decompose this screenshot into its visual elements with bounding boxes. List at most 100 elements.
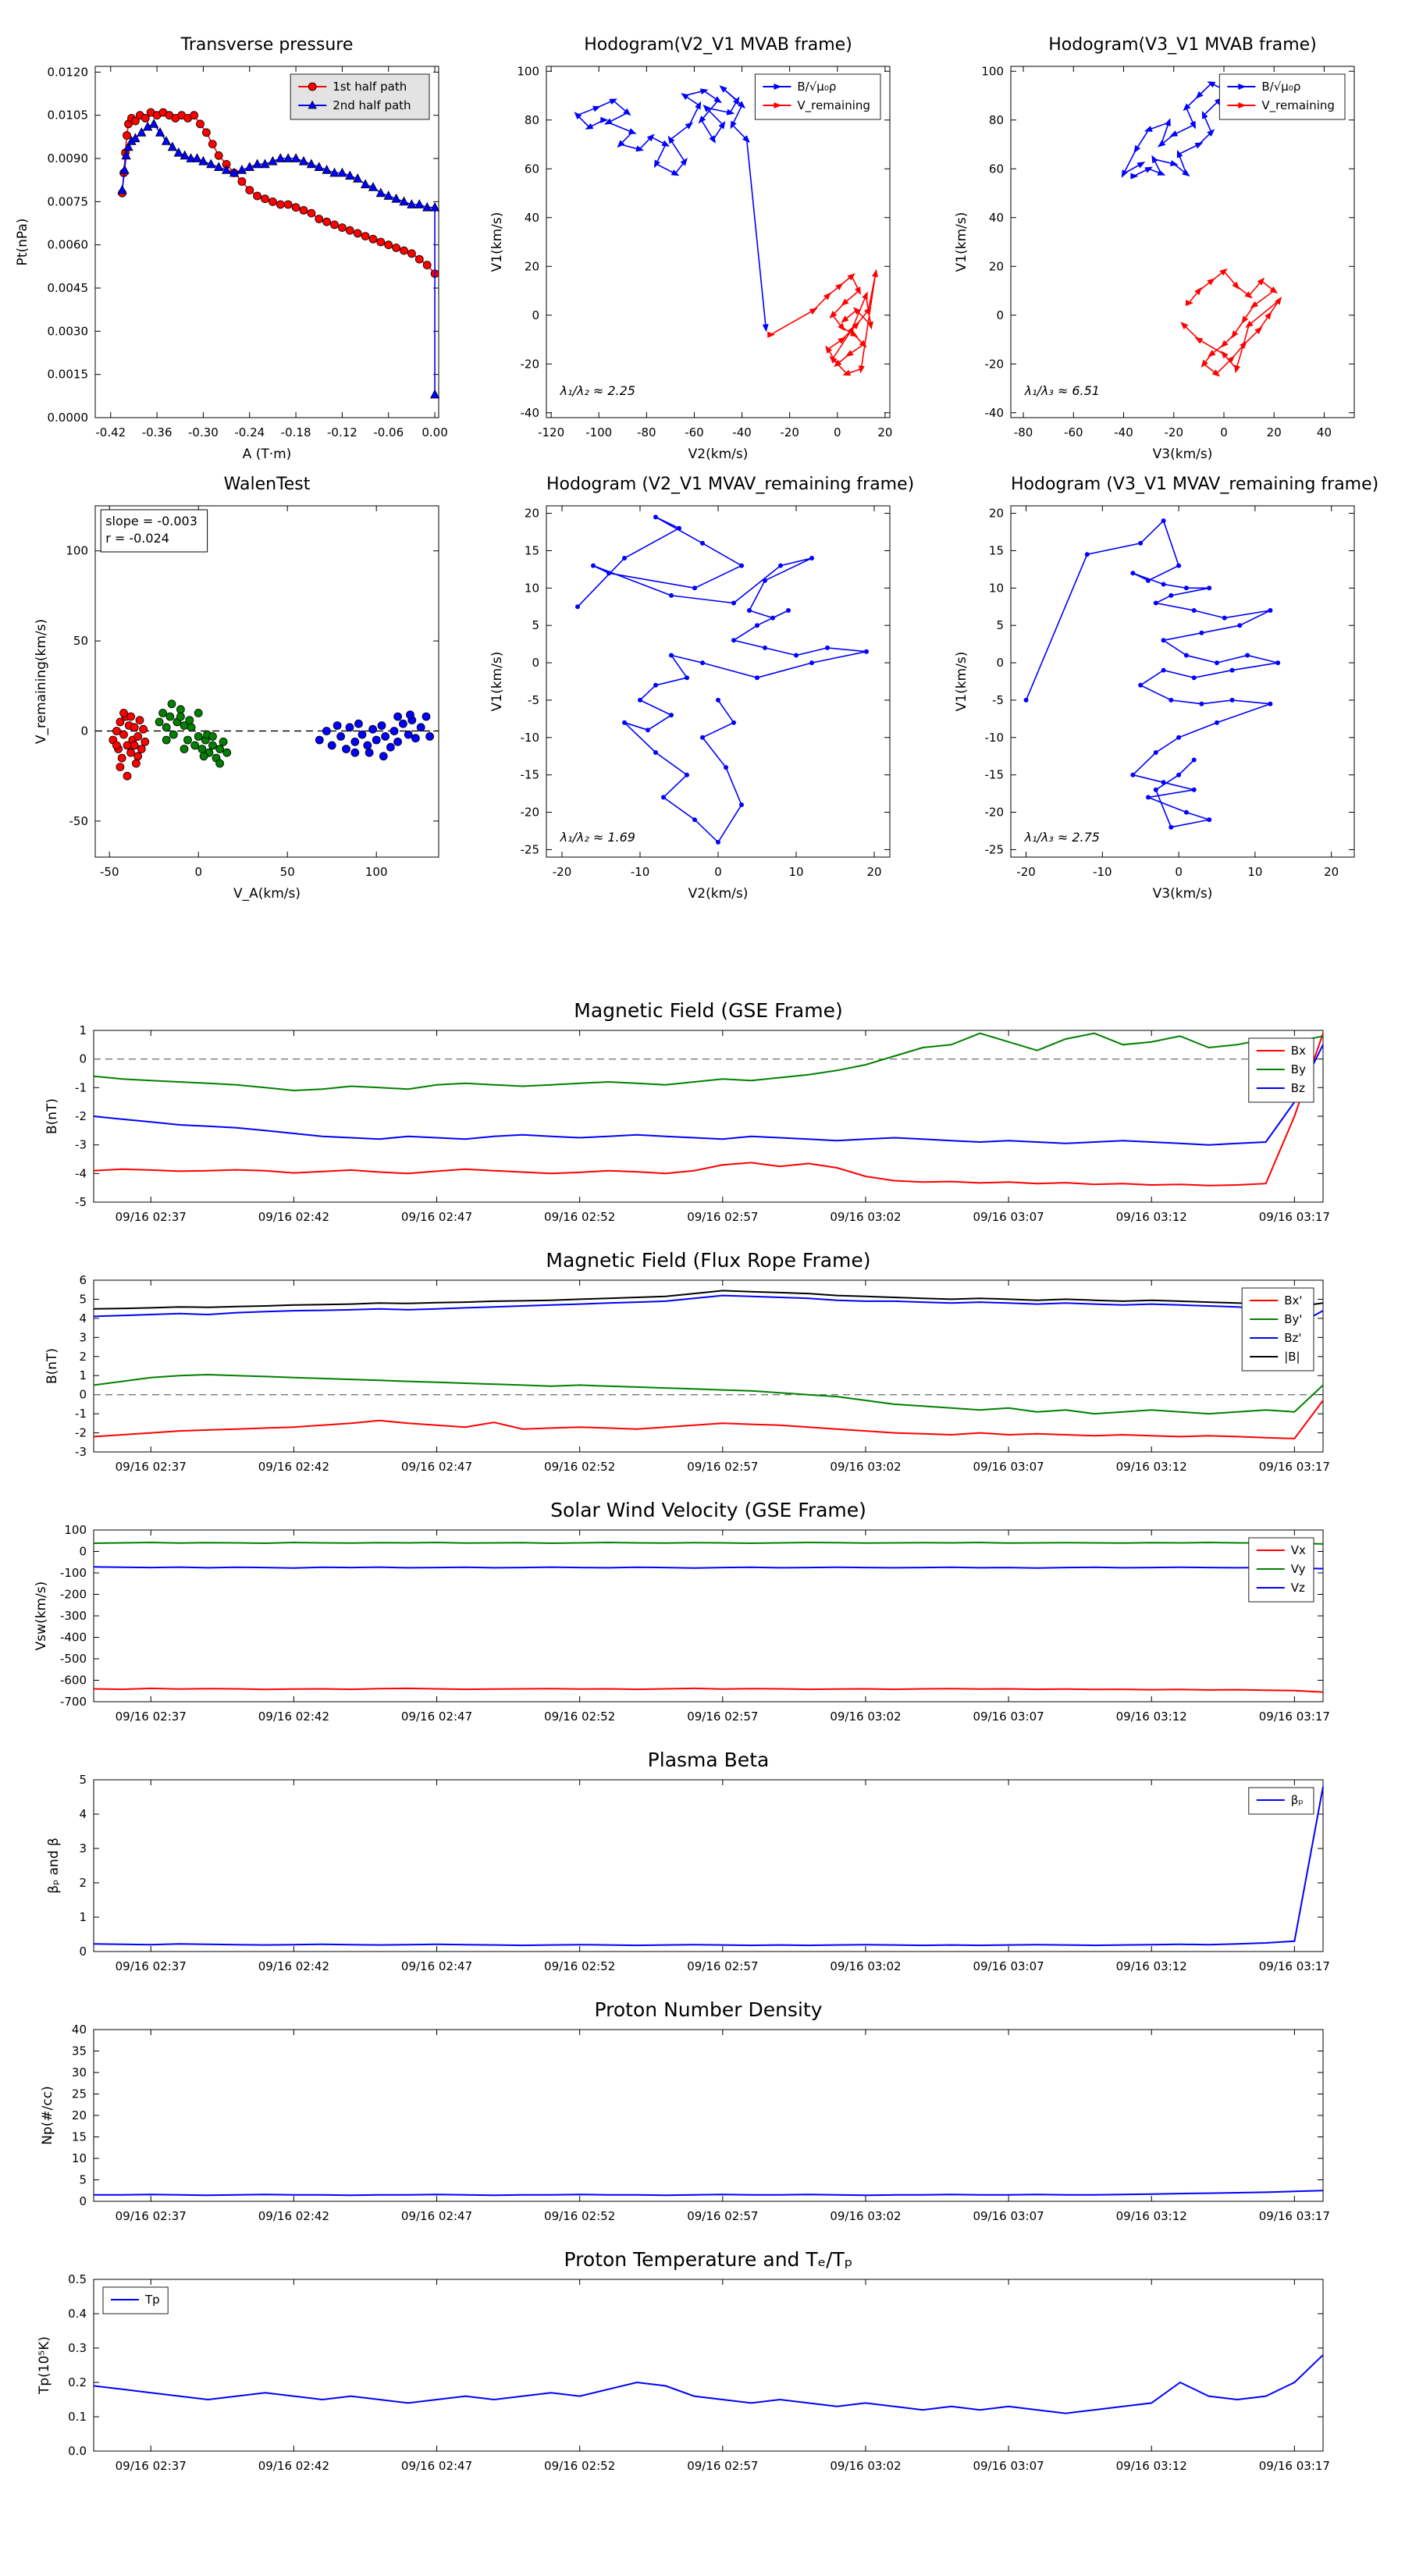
svg-text:0: 0 <box>1175 865 1183 879</box>
svg-text:10: 10 <box>1247 865 1262 879</box>
svg-text:-5: -5 <box>992 693 1004 707</box>
svg-text:20: 20 <box>877 425 892 439</box>
svg-text:λ₁/λ₂ ≈ 2.25: λ₁/λ₂ ≈ 2.25 <box>560 383 635 398</box>
svg-text:-300: -300 <box>60 1609 87 1623</box>
svg-text:-5: -5 <box>75 1195 87 1209</box>
svg-text:V2(km/s): V2(km/s) <box>688 886 749 902</box>
svg-text:09/16 02:52: 09/16 02:52 <box>544 2459 615 2473</box>
svg-text:-20: -20 <box>1016 865 1036 879</box>
svg-text:09/16 02:57: 09/16 02:57 <box>687 1710 758 1724</box>
svg-text:-0.18: -0.18 <box>281 425 311 439</box>
svg-text:Vy: Vy <box>1291 1562 1306 1576</box>
svg-text:-1: -1 <box>75 1080 87 1094</box>
svg-text:0.00: 0.00 <box>422 425 447 439</box>
svg-text:B(nT): B(nT) <box>44 1348 60 1384</box>
svg-text:2nd half path: 2nd half path <box>333 98 411 112</box>
svg-text:0.5: 0.5 <box>68 2272 87 2286</box>
panel-9-plot: 09/16 02:37 09/16 02:42 09/16 02:47 09/16 0… <box>46 1773 1330 1973</box>
svg-text:-100: -100 <box>60 1566 87 1580</box>
svg-text:15: 15 <box>525 543 539 557</box>
svg-text:λ₁/λ₃ ≈ 2.75: λ₁/λ₃ ≈ 2.75 <box>1024 830 1100 845</box>
svg-text:09/16 02:57: 09/16 02:57 <box>687 1460 758 1474</box>
svg-text:30: 30 <box>72 2065 87 2080</box>
svg-text:-50: -50 <box>100 865 119 879</box>
svg-text:-50: -50 <box>69 814 89 828</box>
svg-text:-25: -25 <box>985 842 1005 856</box>
svg-text:15: 15 <box>72 2130 87 2144</box>
svg-text:09/16 03:12: 09/16 03:12 <box>1116 2459 1187 2473</box>
svg-text:V_remaining(km/s): V_remaining(km/s) <box>34 619 49 744</box>
svg-text:09/16 02:37: 09/16 02:37 <box>116 1460 187 1474</box>
svg-text:60: 60 <box>989 162 1004 176</box>
svg-text:βₚ: βₚ <box>1291 1793 1304 1807</box>
svg-text:09/16 03:02: 09/16 03:02 <box>830 2459 901 2473</box>
svg-text:0.1: 0.1 <box>68 2410 87 2424</box>
svg-text:15: 15 <box>989 543 1004 557</box>
svg-text:-10: -10 <box>985 731 1005 745</box>
svg-text:3: 3 <box>79 1330 87 1344</box>
svg-text:Bz': Bz' <box>1284 1331 1301 1345</box>
svg-text:-0.42: -0.42 <box>95 425 126 439</box>
svg-text:09/16 02:37: 09/16 02:37 <box>116 1710 187 1724</box>
svg-text:-0.24: -0.24 <box>234 425 265 439</box>
svg-text:35: 35 <box>72 2044 87 2058</box>
svg-text:09/16 02:57: 09/16 02:57 <box>687 1959 758 1973</box>
svg-text:09/16 02:37: 09/16 02:37 <box>116 1210 187 1224</box>
svg-text:5: 5 <box>996 618 1004 632</box>
svg-text:09/16 02:47: 09/16 02:47 <box>401 1210 472 1224</box>
svg-text:5: 5 <box>79 1292 87 1306</box>
svg-text:09/16 02:42: 09/16 02:42 <box>258 2209 329 2223</box>
svg-text:-15: -15 <box>521 768 540 782</box>
panel-11-plot: 09/16 02:37 09/16 02:42 09/16 02:47 09/16 0… <box>37 2272 1330 2473</box>
svg-text:0.0045: 0.0045 <box>48 281 89 295</box>
svg-text:09/16 02:57: 09/16 02:57 <box>687 2459 758 2473</box>
svg-text:V_remaining: V_remaining <box>1261 98 1335 113</box>
svg-text:09/16 03:17: 09/16 03:17 <box>1259 2459 1330 2473</box>
svg-text:100: 100 <box>64 1523 87 1537</box>
panel-3-plot: -50 0 50 100 -50 0 50 100 V_A(km/s) V_remaining(k… <box>34 505 439 902</box>
title-hodogram-v2v1-mvav: Hodogram (V2_V1 MVAV_remaining frame) <box>546 475 915 494</box>
svg-text:10: 10 <box>788 865 803 879</box>
svg-text:20: 20 <box>1324 865 1339 879</box>
svg-text:0: 0 <box>532 308 539 322</box>
svg-text:0: 0 <box>194 865 202 879</box>
svg-text:10: 10 <box>525 581 539 595</box>
svg-text:40: 40 <box>989 211 1004 225</box>
svg-text:09/16 03:07: 09/16 03:07 <box>973 1210 1044 1224</box>
svg-text:100: 100 <box>66 544 88 558</box>
svg-text:B/√μ₀ρ: B/√μ₀ρ <box>797 80 836 94</box>
svg-text:60: 60 <box>525 162 539 176</box>
svg-text:0: 0 <box>714 865 722 879</box>
svg-text:09/16 03:12: 09/16 03:12 <box>1116 1710 1187 1724</box>
svg-text:09/16 03:07: 09/16 03:07 <box>973 2209 1044 2223</box>
svg-text:20: 20 <box>989 259 1004 273</box>
svg-text:0.0015: 0.0015 <box>48 368 89 382</box>
title-magnetic-field-gse: Magnetic Field (GSE Frame) <box>574 999 843 1022</box>
svg-text:0.0105: 0.0105 <box>48 109 89 123</box>
svg-text:V3(km/s): V3(km/s) <box>1153 886 1213 902</box>
svg-text:Bx: Bx <box>1291 1044 1306 1058</box>
title-magnetic-field-flux-rope: Magnetic Field (Flux Rope Frame) <box>546 1249 871 1272</box>
svg-text:09/16 03:12: 09/16 03:12 <box>1116 1959 1187 1973</box>
svg-text:V_remaining: V_remaining <box>797 98 870 113</box>
svg-text:B(nT): B(nT) <box>44 1098 60 1134</box>
svg-text:slope = -0.003: slope = -0.003 <box>105 514 197 528</box>
svg-text:λ₁/λ₂ ≈ 1.69: λ₁/λ₂ ≈ 1.69 <box>560 830 635 845</box>
svg-text:Vsw(km/s): Vsw(km/s) <box>34 1582 49 1651</box>
svg-text:09/16 03:02: 09/16 03:02 <box>830 1710 901 1724</box>
svg-text:09/16 03:17: 09/16 03:17 <box>1259 2209 1330 2223</box>
svg-text:09/16 03:02: 09/16 03:02 <box>830 1460 901 1474</box>
panel-7-plot: 09/16 02:37 09/16 02:42 09/16 02:47 09/16 0… <box>44 1273 1330 1474</box>
svg-text:09/16 03:07: 09/16 03:07 <box>973 1959 1044 1973</box>
svg-text:-3: -3 <box>75 1138 87 1152</box>
svg-text:0: 0 <box>1220 425 1228 439</box>
svg-text:0.3: 0.3 <box>68 2341 87 2355</box>
svg-text:-20: -20 <box>985 806 1005 820</box>
svg-text:09/16 02:37: 09/16 02:37 <box>116 1959 187 1973</box>
svg-text:-0.12: -0.12 <box>327 425 357 439</box>
svg-text:Bz: Bz <box>1291 1081 1305 1095</box>
svg-text:-10: -10 <box>521 731 540 745</box>
svg-text:1: 1 <box>79 1368 87 1382</box>
svg-text:V1(km/s): V1(km/s) <box>489 212 505 272</box>
